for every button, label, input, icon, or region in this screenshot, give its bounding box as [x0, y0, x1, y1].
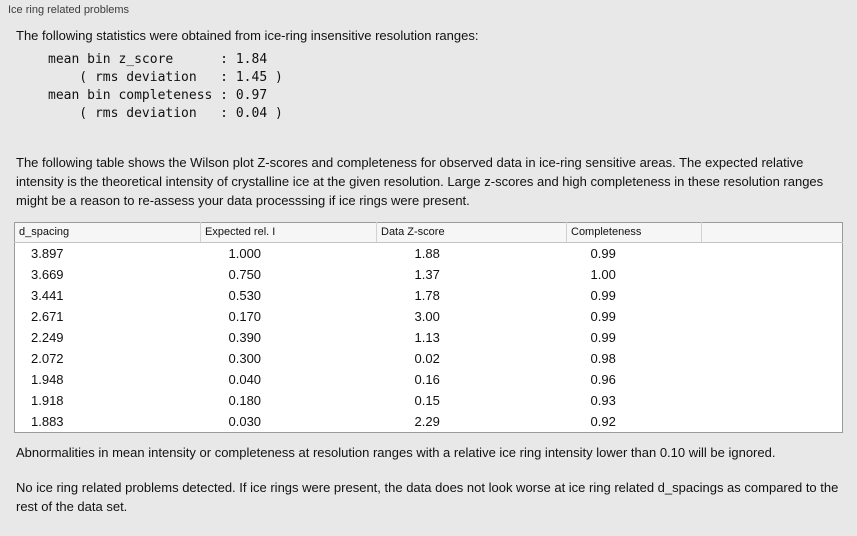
- table-cell: 1.88: [414, 246, 440, 261]
- table-row[interactable]: 1.918 0.180 0.15 0.93: [15, 390, 843, 411]
- table-cell: 0.98: [590, 351, 616, 366]
- ignore-note-text: Abnormalities in mean intensity or compl…: [16, 445, 776, 460]
- table-body: 3.897 1.000 1.88 0.99 3.669 0.750 1.37 1.00 3.44…: [15, 243, 843, 433]
- table-cell: 0.15: [414, 393, 440, 408]
- table-cell: 0.92: [590, 414, 616, 429]
- table-cell: 0.390: [228, 330, 262, 345]
- table-cell: [702, 348, 843, 369]
- table-row[interactable]: 3.669 0.750 1.37 1.00: [15, 264, 843, 285]
- table-cell: 0.750: [228, 267, 262, 282]
- table-cell: [702, 369, 843, 390]
- table-cell: 0.99: [590, 330, 616, 345]
- column-header[interactable]: [701, 222, 843, 243]
- table-cell: 0.530: [228, 288, 262, 303]
- table-cell: 2.671: [31, 309, 64, 324]
- table-cell: 0.99: [590, 246, 616, 261]
- table-cell: 3.00: [414, 309, 440, 324]
- panel-content: The following statistics were obtained f…: [0, 26, 857, 516]
- table-cell: 0.99: [590, 309, 616, 324]
- table-intro-text: The following table shows the Wilson plo…: [16, 155, 824, 208]
- table-cell: 3.441: [31, 288, 64, 303]
- table-cell: [702, 285, 843, 306]
- table-cell: 2.249: [31, 330, 64, 345]
- table-row[interactable]: 1.883 0.030 2.29 0.92: [15, 411, 843, 433]
- table-cell: [702, 411, 843, 433]
- table-cell: 0.16: [414, 372, 440, 387]
- table-cell: 0.99: [590, 288, 616, 303]
- table-cell: 0.96: [590, 372, 616, 387]
- table-cell: [702, 264, 843, 285]
- table-row[interactable]: 2.249 0.390 1.13 0.99: [15, 327, 843, 348]
- table-cell: 2.29: [414, 414, 440, 429]
- intro-text: The following statistics were obtained f…: [16, 28, 479, 43]
- table-cell: [702, 390, 843, 411]
- stats-block: mean bin z_score : 1.84 ( rms deviation …: [48, 52, 283, 121]
- table-row[interactable]: 2.072 0.300 0.02 0.98: [15, 348, 843, 369]
- table-cell: 0.02: [414, 351, 440, 366]
- conclusion-text: No ice ring related problems detected. I…: [16, 480, 839, 514]
- table-cell: 0.170: [228, 309, 262, 324]
- table-cell: 1.948: [31, 372, 64, 387]
- table-cell: 1.37: [414, 267, 440, 282]
- table-cell: 1.78: [414, 288, 440, 303]
- table-cell: 1.00: [590, 267, 616, 282]
- table-cell: 1.000: [228, 246, 262, 261]
- table-row[interactable]: 3.897 1.000 1.88 0.99: [15, 243, 843, 265]
- table-cell: 1.13: [414, 330, 440, 345]
- column-header[interactable]: d_spacing: [14, 222, 201, 243]
- panel-title: Ice ring related problems: [8, 4, 130, 16]
- table-row[interactable]: 2.671 0.170 3.00 0.99: [15, 306, 843, 327]
- table-cell: 3.669: [31, 267, 64, 282]
- table-cell: [702, 327, 843, 348]
- column-header[interactable]: Data Z-score: [376, 222, 567, 243]
- table-cell: [702, 243, 843, 265]
- table-row[interactable]: 1.948 0.040 0.16 0.96: [15, 369, 843, 390]
- column-header[interactable]: Expected rel. I: [200, 222, 377, 243]
- table-cell: [702, 306, 843, 327]
- table-cell: 1.918: [31, 393, 64, 408]
- table-cell: 0.93: [590, 393, 616, 408]
- table-cell: 0.300: [228, 351, 262, 366]
- table-cell: 1.883: [31, 414, 64, 429]
- table-row[interactable]: 3.441 0.530 1.78 0.99: [15, 285, 843, 306]
- table-cell: 3.897: [31, 246, 64, 261]
- column-header[interactable]: Completeness: [566, 222, 702, 243]
- table-cell: 0.180: [228, 393, 262, 408]
- table-cell: 0.040: [228, 372, 262, 387]
- table-cell: 0.030: [228, 414, 262, 429]
- table-header-row: d_spacing Expected rel. I Data Z-score Comp…: [14, 222, 843, 243]
- table-cell: 2.072: [31, 351, 64, 366]
- ice-ring-table: d_spacing Expected rel. I Data Z-score Comp…: [14, 222, 843, 433]
